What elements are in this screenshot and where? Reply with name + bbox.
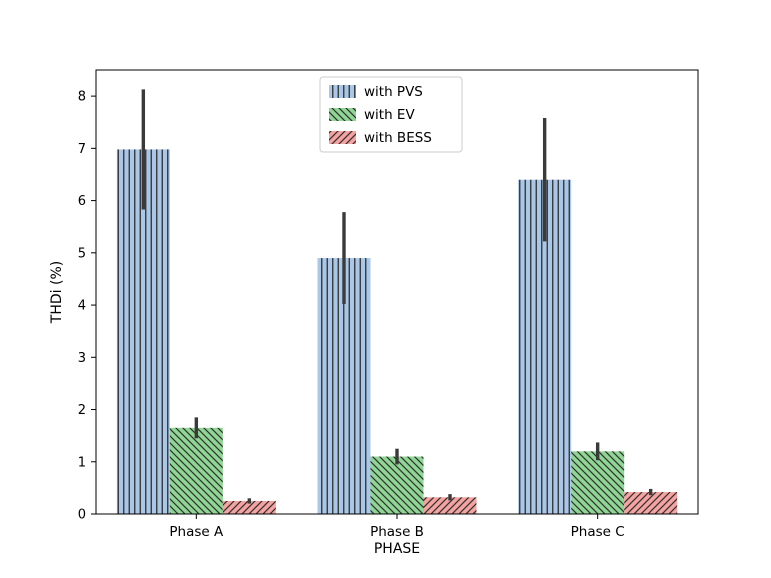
legend-label: with BESS — [364, 130, 432, 146]
x-axis-label: PHASE — [373, 541, 421, 557]
y-tick-label: 7 — [78, 142, 86, 157]
y-tick-label: 3 — [78, 351, 86, 366]
bar — [571, 451, 625, 514]
bars-series-2 — [222, 488, 678, 514]
legend: with PVS with EV with BESS — [319, 76, 463, 153]
legend-swatch — [329, 108, 356, 121]
bar — [116, 149, 170, 514]
legend-label: with PVS — [364, 84, 423, 100]
y-tick-label: 5 — [78, 246, 86, 261]
y-tick-label: 8 — [78, 90, 86, 105]
y-tick-label: 0 — [78, 508, 86, 523]
y-axis-label: THDi (%) — [49, 260, 65, 324]
y-tick-label: 6 — [78, 194, 86, 209]
y-axis-ticks: 0 1 2 3 4 5 6 7 8 — [78, 90, 96, 523]
bar — [423, 497, 477, 514]
y-tick-label: 2 — [78, 403, 86, 418]
bars-series-0 — [116, 89, 572, 514]
x-axis-ticks: Phase A Phase B Phase C — [169, 514, 625, 540]
legend-swatch — [329, 85, 356, 98]
bar — [624, 492, 678, 514]
legend-swatch — [329, 131, 356, 144]
y-tick-label: 4 — [78, 299, 86, 314]
plot-frame — [95, 69, 699, 515]
bar — [370, 456, 424, 514]
y-tick-label: 1 — [78, 455, 86, 470]
x-tick-label: Phase C — [571, 524, 625, 540]
bar — [222, 500, 276, 514]
x-tick-label: Phase B — [370, 524, 424, 540]
bars-series-1 — [169, 417, 625, 514]
x-tick-label: Phase A — [169, 524, 224, 540]
legend-label: with EV — [364, 107, 415, 123]
bar — [169, 427, 223, 514]
